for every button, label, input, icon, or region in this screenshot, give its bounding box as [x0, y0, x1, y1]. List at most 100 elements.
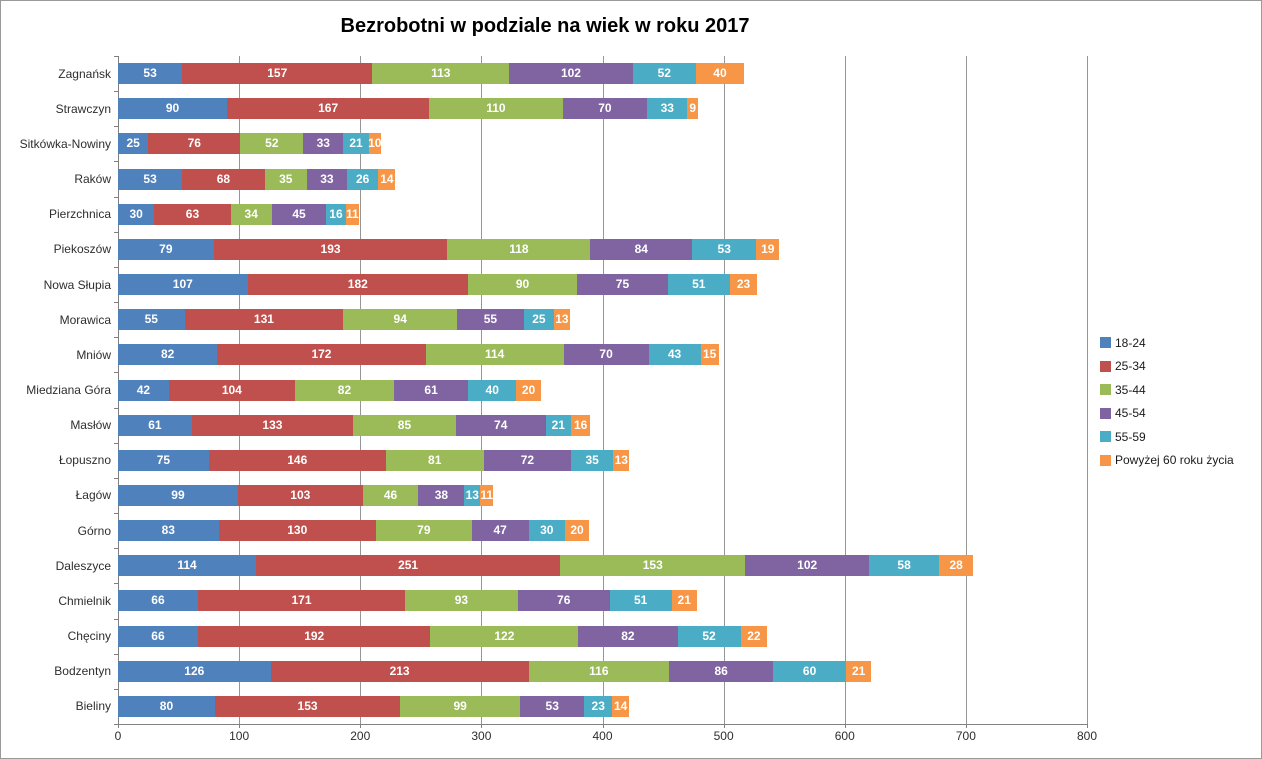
bar-segment: 40 [468, 379, 517, 401]
category-label: Bodzentyn [54, 664, 111, 679]
bar-segment: 90 [468, 274, 578, 296]
bar-segment: 126 [118, 660, 271, 682]
bar-segment: 35 [570, 449, 614, 471]
bar-segment: 251 [256, 555, 561, 577]
bar-segment: 15 [700, 344, 719, 366]
category-axis-tick [114, 724, 118, 725]
bar-segment: 107 [118, 274, 248, 296]
bar-segment: 22 [740, 625, 768, 647]
bar-value-label: 15 [702, 347, 717, 362]
x-tick-label: 0 [114, 729, 122, 743]
bar-value-label: 104 [221, 382, 242, 397]
bar-value-label: 38 [434, 487, 449, 502]
bar-segment: 53 [692, 238, 757, 260]
category-label: Górno [77, 523, 111, 538]
x-tick-label: 100 [229, 729, 250, 743]
bar-value-label: 126 [184, 663, 205, 678]
legend-swatch [1100, 337, 1111, 349]
category-label: Zagnańsk [58, 66, 111, 81]
bar-value-label: 33 [316, 136, 330, 151]
bar-value-label: 45 [292, 206, 306, 221]
bar-value-label: 66 [151, 628, 165, 643]
category-axis-tick [114, 372, 118, 374]
legend-item: 55-59 [1100, 425, 1234, 449]
bar-value-label: 79 [159, 241, 173, 256]
bar-segment: 61 [394, 379, 469, 401]
bar-value-label: 47 [493, 523, 507, 538]
bar-row: 66 192 122 82 52 22 [118, 625, 768, 647]
bar-segment: 192 [197, 625, 431, 647]
bar-row: 80 153 99 53 23 14 [118, 695, 630, 717]
bar-value-label: 53 [545, 698, 559, 713]
axis-tick [239, 724, 241, 728]
bar-segment: 25 [118, 133, 149, 155]
bar-value-label: 40 [485, 382, 499, 397]
axis-tick [1087, 724, 1088, 728]
bar-segment: 68 [182, 168, 265, 190]
bar-value-label: 103 [290, 487, 311, 502]
bar-segment: 70 [562, 98, 648, 120]
bar-segment: 61 [118, 414, 192, 436]
bar-segment: 66 [118, 625, 198, 647]
chart-title: Bezrobotni w podziale na wiek w roku 201… [340, 15, 750, 37]
bar-value-label: 82 [621, 628, 635, 643]
category-label: Piekoszów [53, 242, 111, 257]
bar-row: 66 171 93 76 51 21 [118, 590, 697, 612]
bar-value-label: 93 [454, 593, 469, 608]
bar-segment: 167 [227, 98, 430, 120]
bar-value-label: 70 [598, 101, 612, 116]
bar-segment: 30 [528, 520, 565, 542]
bar-segment: 74 [455, 414, 546, 436]
bar-row: 30 63 34 45 16 11 [118, 203, 359, 225]
bar-row: 90 167 110 70 33 9 [118, 98, 699, 120]
legend-label: 25-34 [1115, 359, 1146, 374]
category-label: Raków [74, 172, 111, 187]
category-axis-tick [114, 337, 118, 339]
bar-row: 126 213 116 86 60 21 [118, 660, 872, 682]
category-axis-tick [114, 407, 118, 409]
bar-value-label: 10 [368, 136, 382, 151]
category-label: Masłów [70, 418, 111, 433]
bar-value-label: 20 [570, 523, 584, 538]
bar-segment: 42 [118, 379, 169, 401]
category-label: Sitkówka-Nowiny [19, 136, 111, 151]
bar-value-label: 40 [713, 66, 727, 81]
bar-segment: 213 [270, 660, 529, 682]
bar-row: 83 130 79 47 30 20 [118, 520, 590, 542]
bar-segment: 34 [230, 203, 272, 225]
bar-segment: 26 [346, 168, 379, 190]
bar-row: 25 76 52 33 21 10 [118, 133, 382, 155]
legend-item: 45-54 [1100, 402, 1234, 426]
bar-value-label: 63 [185, 206, 200, 221]
bar-row: 42 104 82 61 40 20 [118, 379, 541, 401]
x-axis-line [118, 724, 1087, 725]
bar-row: 99 103 46 38 13 11 [118, 484, 494, 506]
bar-value-label: 94 [393, 312, 407, 327]
bar-segment: 75 [118, 449, 209, 471]
bar-segment: 114 [425, 344, 564, 366]
bar-value-label: 55 [483, 312, 498, 327]
bar-value-label: 99 [171, 487, 185, 502]
category-axis-labels: Zagnańsk Strawczyn Sitkówka-Nowiny Raków Pie… [1, 56, 111, 724]
bar-value-label: 192 [304, 628, 325, 643]
bar-segment: 76 [517, 590, 610, 612]
bar-value-label: 66 [151, 593, 165, 608]
bar-value-label: 25 [126, 136, 140, 151]
bar-value-label: 167 [318, 101, 339, 116]
bar-segment: 21 [545, 414, 571, 436]
category-label: Miedziana Góra [26, 383, 111, 397]
bar-segment: 33 [306, 168, 347, 190]
category-axis-tick [114, 161, 118, 163]
category-axis-tick [114, 688, 118, 690]
bar-segment: 79 [375, 520, 472, 542]
bar-segment: 82 [118, 344, 218, 366]
bar-value-label: 76 [557, 593, 571, 608]
bar-segment: 99 [400, 695, 521, 717]
bar-segment: 19 [756, 238, 780, 260]
legend-item: 35-44 [1100, 378, 1234, 402]
axis-tick [844, 724, 846, 728]
bar-value-label: 30 [129, 206, 143, 221]
category-label: Chęciny [67, 629, 111, 644]
bar-value-label: 53 [717, 241, 731, 256]
legend-label: 45-54 [1115, 406, 1146, 421]
